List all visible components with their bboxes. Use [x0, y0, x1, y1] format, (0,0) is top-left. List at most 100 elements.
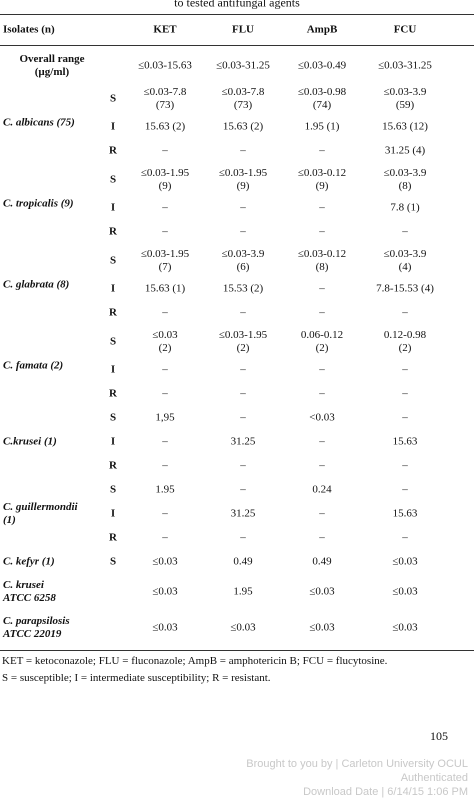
cell: – — [402, 411, 408, 424]
class-label: R — [109, 225, 117, 238]
class-label: R — [109, 144, 117, 157]
watermark: Download Date | 6/14/15 1:06 PM — [303, 786, 468, 798]
cell: 0.49 — [233, 555, 253, 568]
class-label: I — [110, 282, 116, 295]
class-label: S — [109, 254, 117, 266]
cell: – — [402, 225, 408, 238]
cell: – — [319, 306, 325, 319]
watermark: Authenticated — [400, 772, 468, 784]
cell: ≤0.03 — [309, 585, 335, 598]
cell: ≤0.03 — [152, 621, 178, 634]
cell: – — [240, 459, 246, 472]
cell: ≤0.03-3.9 (59) — [383, 85, 427, 111]
cell: – — [240, 363, 246, 376]
cell: 15.53 (2) — [222, 282, 264, 295]
cell: – — [240, 306, 246, 319]
cell: ≤0.03-0.12 (8) — [297, 247, 347, 273]
cell: 15.63 (2) — [222, 120, 264, 133]
isolate-label: C. kefyr (1) — [3, 555, 55, 568]
cell: ≤0.03 — [230, 621, 256, 634]
cell: 0.12-0.98 (2) — [383, 328, 427, 354]
class-label: I — [110, 435, 116, 448]
cell: – — [240, 483, 246, 496]
cell: – — [162, 507, 168, 520]
cell: ≤0.03-7.8 (73) — [221, 85, 265, 111]
cell: – — [402, 531, 408, 544]
cell: ≤0.03-0.12 (9) — [297, 166, 347, 192]
cell: ≤0.03-31.25 — [216, 59, 270, 72]
cell: – — [162, 225, 168, 238]
header-cell: KET — [153, 23, 177, 36]
cell: – — [319, 459, 325, 472]
cell: 15.63 (1) — [144, 282, 186, 295]
cell: 15.63 (12) — [382, 120, 428, 133]
cell: ≤0.03 — [309, 621, 335, 634]
cell: – — [402, 363, 408, 376]
isolate-label: C. parapsilosis ATCC 22019 — [3, 615, 70, 640]
cell: – — [319, 507, 325, 520]
cell: – — [240, 225, 246, 238]
cell: 0.49 — [312, 555, 332, 568]
cell: 1.95 — [233, 585, 253, 598]
cell: – — [162, 306, 168, 319]
isolate-label: C. famata (2) — [3, 359, 64, 371]
cell: 31.25 — [230, 435, 256, 448]
cell: 7.8 (1) — [390, 201, 420, 214]
row-label: Overall range (µg/ml) — [19, 53, 85, 78]
cell: ≤0.03-3.9 (6) — [221, 247, 265, 273]
header-cell: AmpB — [306, 23, 338, 36]
cell: – — [162, 387, 168, 400]
cell: ≤0.03-0.98 (74) — [297, 85, 347, 111]
cell: – — [240, 387, 246, 400]
cell: 0.06-0.12 (2) — [300, 328, 344, 354]
table-caption: to tested antifungal agents — [174, 0, 300, 10]
header-cell: Isolates (n) — [3, 23, 55, 36]
class-label: R — [109, 306, 117, 319]
cell: – — [402, 483, 408, 496]
cell: – — [319, 435, 325, 448]
header-cell: FLU — [232, 23, 254, 36]
cell: – — [162, 363, 168, 376]
cell: 15.63 — [392, 507, 418, 520]
cell: ≤0.03 — [152, 585, 178, 598]
cell: – — [162, 201, 168, 214]
cell: – — [319, 282, 325, 295]
cell: ≤0.03-3.9 (8) — [383, 166, 427, 192]
class-label: I — [110, 507, 116, 520]
cell: ≤0.03-1.95 (9) — [218, 166, 268, 192]
cell: ≤0.03-1.95 (9) — [140, 166, 190, 192]
page-number: 105 — [430, 729, 448, 743]
top-rule — [0, 14, 474, 15]
cell: – — [319, 363, 325, 376]
cell: 15.63 — [392, 435, 418, 448]
bottom-rule — [0, 650, 474, 651]
class-label: S — [109, 335, 117, 347]
cell: ≤0.03-1.95 (7) — [140, 247, 190, 273]
cell: <0.03 — [309, 411, 335, 424]
footnote: S = susceptible; I = intermediate suscep… — [2, 672, 271, 684]
cell: – — [240, 144, 246, 157]
isolate-label: C. albicans (75) — [3, 116, 75, 128]
class-label: I — [110, 201, 116, 214]
cell: 1.95 (1) — [304, 120, 340, 133]
cell: ≤0.03-0.49 — [297, 59, 347, 72]
isolate-label: C. guillermondii (1) — [3, 501, 78, 526]
cell: – — [162, 435, 168, 448]
cell: – — [162, 531, 168, 544]
cell: – — [402, 387, 408, 400]
cell: ≤0.03-31.25 — [378, 59, 432, 72]
cell: 1.95 — [155, 483, 175, 496]
class-label: S — [109, 411, 117, 424]
watermark: Brought to you by | Carleton University … — [246, 758, 468, 770]
cell: 31.25 — [230, 507, 256, 520]
class-label: S — [109, 483, 117, 496]
header-rule — [0, 45, 474, 46]
cell: ≤0.03 — [392, 585, 418, 598]
cell: – — [319, 531, 325, 544]
cell: ≤0.03 — [152, 555, 178, 568]
cell: 31.25 (4) — [384, 144, 426, 157]
cell: – — [402, 306, 408, 319]
class-label: I — [110, 363, 116, 376]
isolate-label: C. glabrata (8) — [3, 278, 70, 290]
